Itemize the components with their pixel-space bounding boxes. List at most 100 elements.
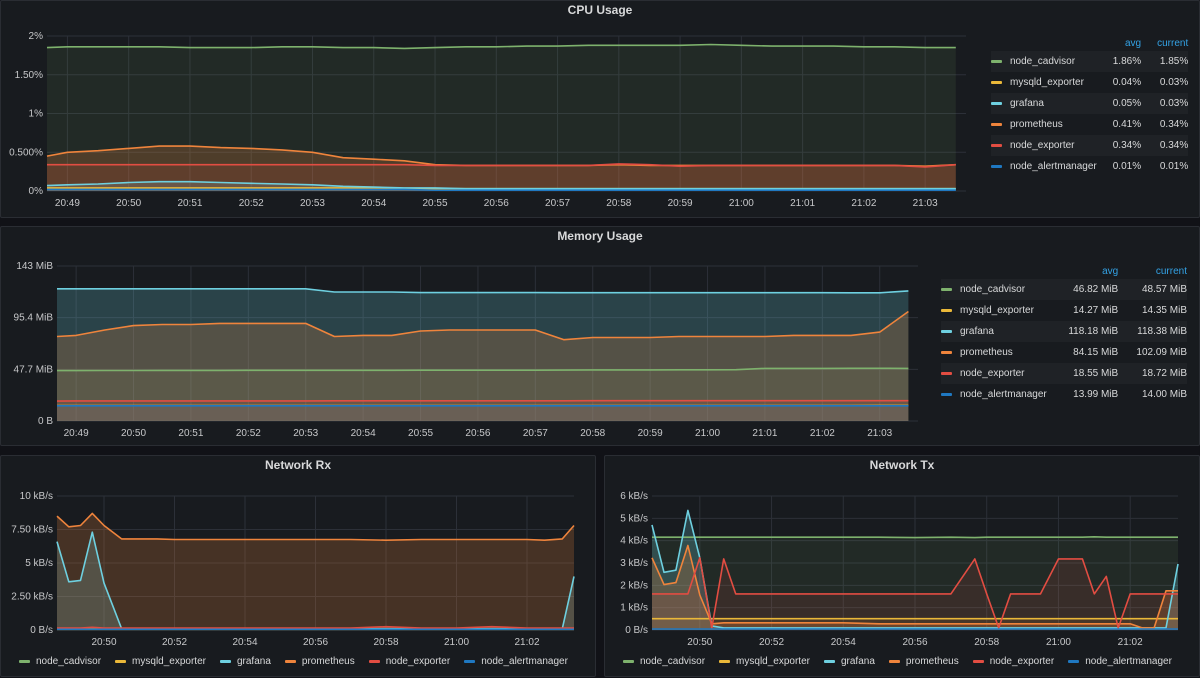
- legend-series-name[interactable]: mysqld_exporter: [991, 72, 1097, 93]
- legend-item-grafana[interactable]: grafana: [220, 656, 271, 667]
- legend-item-node-alertmanager[interactable]: node_alertmanager: [1068, 656, 1172, 667]
- legend-series-label[interactable]: prometheus: [906, 656, 959, 667]
- legend-series-name[interactable]: grafana: [991, 93, 1097, 114]
- legend-item-node-alertmanager[interactable]: node_alertmanager: [464, 656, 568, 667]
- legend-series-label[interactable]: node_exporter: [960, 368, 1025, 379]
- legend-series-label[interactable]: prometheus: [960, 347, 1013, 358]
- legend-item-mysqld-exporter[interactable]: mysqld_exporter: [115, 656, 206, 667]
- y-tick-label: 10 kB/s: [20, 491, 53, 502]
- legend-series-name[interactable]: node_cadvisor: [991, 51, 1097, 72]
- legend-item-node-cadvisor[interactable]: node_cadvisor: [19, 656, 101, 667]
- legend-series-name[interactable]: grafana: [941, 321, 1050, 342]
- legend-series-label[interactable]: grafana: [1010, 98, 1044, 109]
- network-rx-chart[interactable]: 0 B/s2.50 kB/s5 kB/s7.50 kB/s10 kB/s20:5…: [1, 456, 597, 678]
- legend-series-label[interactable]: node_cadvisor: [36, 656, 101, 667]
- legend-current-value: 14.00 MiB: [1118, 384, 1187, 405]
- series-line-node-cadvisor[interactable]: [652, 537, 1178, 538]
- y-tick-label: 47.7 MiB: [14, 364, 54, 375]
- legend-series-label[interactable]: node_exporter: [386, 656, 451, 667]
- y-tick-label: 5 kB/s: [25, 558, 53, 569]
- legend-series-name[interactable]: node_exporter: [991, 135, 1097, 156]
- legend-series-name[interactable]: prometheus: [941, 342, 1050, 363]
- legend-series-name[interactable]: prometheus: [991, 114, 1097, 135]
- network-tx-chart[interactable]: 0 B/s1 kB/s2 kB/s3 kB/s4 kB/s5 kB/s6 kB/…: [605, 456, 1200, 678]
- legend-series-label[interactable]: mysqld_exporter: [132, 656, 206, 667]
- legend-header-blank: [941, 263, 1050, 279]
- x-tick-label: 21:00: [1046, 637, 1071, 648]
- legend-series-label[interactable]: prometheus: [1010, 119, 1063, 130]
- y-tick-label: 1.50%: [15, 70, 43, 81]
- legend-series-label[interactable]: mysqld_exporter: [1010, 77, 1084, 88]
- legend-avg-value: 13.99 MiB: [1050, 384, 1118, 405]
- legend-series-label[interactable]: node_alertmanager: [481, 656, 568, 667]
- legend-series-name[interactable]: node_exporter: [941, 363, 1050, 384]
- legend-series-label[interactable]: node_cadvisor: [1010, 56, 1075, 67]
- legend-series-label[interactable]: prometheus: [302, 656, 355, 667]
- x-tick-label: 20:53: [300, 198, 325, 209]
- legend-series-name[interactable]: node_cadvisor: [941, 279, 1050, 300]
- legend-column-current[interactable]: current: [1141, 35, 1188, 51]
- series-line-node-alertmanager[interactable]: [47, 189, 956, 190]
- legend-color-swatch: [941, 288, 952, 291]
- legend-color-swatch: [991, 144, 1002, 147]
- legend-item-node-exporter[interactable]: node_exporter: [973, 656, 1055, 667]
- x-tick-label: 21:01: [790, 198, 815, 209]
- legend-color-swatch: [1068, 660, 1079, 663]
- legend-item-prometheus[interactable]: prometheus: [889, 656, 959, 667]
- legend-item-node-exporter[interactable]: node_exporter: [369, 656, 451, 667]
- legend-color-swatch: [991, 123, 1002, 126]
- legend-column-current[interactable]: current: [1118, 263, 1187, 279]
- x-tick-label: 20:52: [759, 637, 784, 648]
- legend-series-label[interactable]: node_cadvisor: [640, 656, 705, 667]
- legend-item-node-cadvisor[interactable]: node_cadvisor: [623, 656, 705, 667]
- legend-series-label[interactable]: grafana: [960, 326, 994, 337]
- legend-avg-value: 0.05%: [1097, 93, 1141, 114]
- legend-series-label[interactable]: mysqld_exporter: [960, 305, 1034, 316]
- x-tick-label: 20:54: [361, 198, 386, 209]
- legend-series-label[interactable]: node_exporter: [990, 656, 1055, 667]
- legend-series-name[interactable]: node_alertmanager: [991, 156, 1097, 177]
- legend-series-label[interactable]: node_alertmanager: [960, 389, 1047, 400]
- legend-item-grafana[interactable]: grafana: [824, 656, 875, 667]
- legend-header-blank: [991, 35, 1097, 51]
- legend-column-avg[interactable]: avg: [1050, 263, 1118, 279]
- legend-series-name[interactable]: node_alertmanager: [941, 384, 1050, 405]
- y-tick-label: 95.4 MiB: [14, 313, 54, 324]
- legend-series-label[interactable]: node_exporter: [1010, 140, 1075, 151]
- legend-color-swatch: [991, 165, 1002, 168]
- legend-avg-value: 0.34%: [1097, 135, 1141, 156]
- legend-series-label[interactable]: grafana: [237, 656, 271, 667]
- legend-column-avg[interactable]: avg: [1097, 35, 1141, 51]
- x-tick-label: 20:59: [668, 198, 693, 209]
- legend-series-label[interactable]: mysqld_exporter: [736, 656, 810, 667]
- legend-series-label[interactable]: grafana: [841, 656, 875, 667]
- x-tick-label: 21:01: [752, 428, 777, 439]
- legend-color-swatch: [941, 330, 952, 333]
- x-tick-label: 20:58: [606, 198, 631, 209]
- legend-color-swatch: [941, 372, 952, 375]
- legend-item-prometheus[interactable]: prometheus: [285, 656, 355, 667]
- legend-item-mysqld-exporter[interactable]: mysqld_exporter: [719, 656, 810, 667]
- legend-series-label[interactable]: node_alertmanager: [1010, 161, 1097, 172]
- legend-series-label[interactable]: node_cadvisor: [960, 284, 1025, 295]
- legend-series-label[interactable]: node_alertmanager: [1085, 656, 1172, 667]
- legend-series-name[interactable]: mysqld_exporter: [941, 300, 1050, 321]
